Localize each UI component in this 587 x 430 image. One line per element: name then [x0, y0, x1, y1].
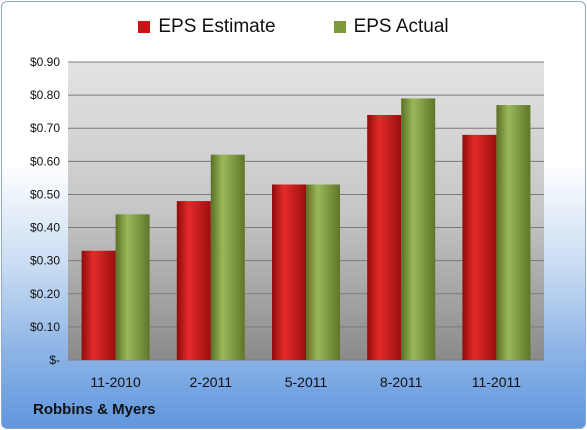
y-axis-ticks: $- $0.10 $0.20 $0.30 $0.40 $0.50 $0.60 $0.70 $0.… [30, 55, 60, 367]
legend-swatch-actual [333, 21, 346, 33]
legend-label-actual: EPS Actual [353, 16, 449, 37]
bar-eps-actual [401, 98, 436, 360]
legend-item-actual: EPS Actual [333, 16, 449, 38]
bar-eps-actual [210, 154, 245, 360]
bar-eps-estimate [81, 250, 116, 360]
x-tick-label: 5-2011 [285, 374, 328, 390]
legend-label-estimate: EPS Estimate [158, 16, 276, 37]
company-name: Robbins & Myers [33, 401, 156, 418]
y-tick-label: $0.80 [30, 88, 60, 102]
y-tick-label: $0.90 [30, 55, 60, 69]
legend-item-estimate: EPS Estimate [138, 16, 276, 38]
x-tick-label: 11-2010 [90, 374, 141, 390]
bar-eps-estimate [176, 201, 211, 360]
legend: EPS Estimate EPS Actual [0, 14, 587, 40]
y-tick-label: $0.70 [30, 121, 60, 135]
bar-eps-estimate [462, 134, 497, 360]
legend-swatch-estimate [138, 21, 151, 33]
y-tick-label: $0.20 [30, 287, 60, 301]
y-tick-label: $0.30 [30, 254, 60, 268]
y-tick-label: $0.40 [30, 221, 60, 235]
bar-eps-actual [306, 184, 340, 360]
bar-eps-estimate [272, 184, 306, 360]
y-tick-label: $0.60 [30, 154, 60, 168]
x-tick-label: 2-2011 [190, 374, 233, 390]
y-tick-label: $0.50 [30, 187, 60, 201]
bar-eps-estimate [367, 114, 402, 360]
x-tick-label: 8-2011 [380, 374, 423, 390]
x-tick-label: 11-2011 [472, 374, 522, 390]
y-tick-label: $- [49, 353, 60, 367]
bar-eps-actual [496, 105, 531, 361]
bar-eps-actual [115, 214, 150, 360]
y-tick-label: $0.10 [30, 320, 60, 334]
x-axis-ticks: 11-2010 2-2011 5-2011 8-2011 11-2011 [90, 374, 521, 390]
bars [81, 98, 531, 361]
